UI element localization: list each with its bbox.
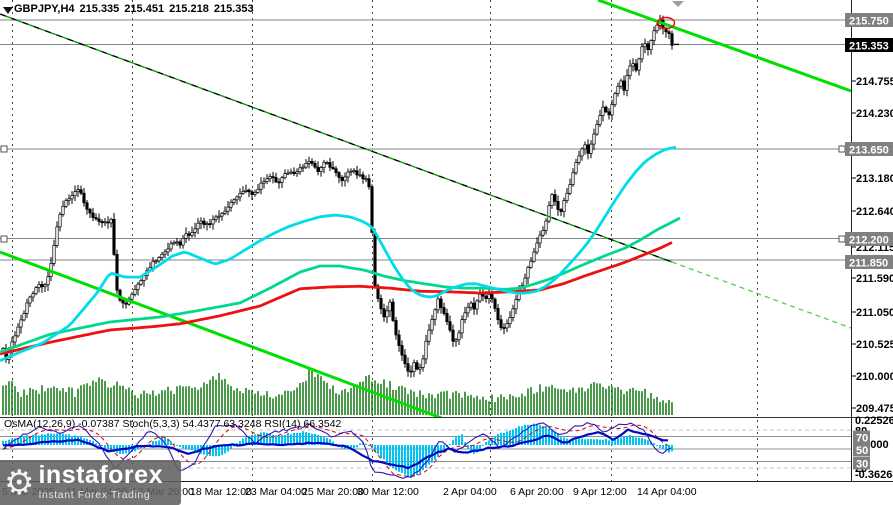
price-badge-label: 213.650 [849, 145, 889, 157]
price-line-badge [845, 232, 893, 246]
high-value: 215.451 [124, 3, 165, 15]
instaforex-gear-icon: ⚙ [4, 463, 35, 502]
line-handle [0, 145, 8, 153]
gray-triangle-marker [672, 1, 684, 7]
chart-marks [656, 1, 684, 30]
price-line-badge [845, 142, 893, 156]
indicator-values-readout: OsMA(12,26,9) -0.07387 Stoch(5,3,3) 54.4… [4, 418, 342, 430]
panel-badge-label: 50 [856, 445, 868, 457]
price-tick-label: 214.230 [856, 108, 893, 120]
price-badge-label: 211.850 [849, 258, 888, 270]
open-value: 215.335 [79, 3, 120, 15]
watermark-tagline: Instant Forex Trading [38, 488, 151, 501]
time-axis-label: 14 Apr 04:00 [637, 486, 697, 498]
osma-max-label: 0.22526 [855, 415, 893, 427]
symbol-ohlc-readout: GBPJPY,H4 215.335 215.451 215.218 215.353 [14, 3, 259, 15]
price-tick-label: 211.050 [856, 307, 893, 319]
low-value: 215.218 [169, 3, 209, 15]
osma-min-label: -0.36268 [855, 469, 893, 481]
ma-medium-green [0, 216, 681, 354]
price-tick-label: 214.755 [856, 76, 893, 88]
candles-layer [1, 14, 679, 378]
price-tick-label: 213.180 [856, 173, 893, 185]
panel-level-badge [853, 456, 870, 470]
panel-level-badge [853, 430, 870, 444]
symbol-label: GBPJPY,H4 [14, 3, 75, 15]
trendlines[interactable] [0, 0, 851, 419]
price-tick-label: 211.590 [856, 273, 893, 285]
osma-histogram [2, 423, 673, 478]
price-tick-label: 210.000 [856, 371, 893, 383]
ma-fast-cyan [0, 145, 677, 362]
line-handle [838, 235, 846, 243]
panel-level-badge [853, 443, 870, 456]
symbol-dropdown-arrow[interactable] [3, 7, 13, 14]
line-handle [0, 235, 8, 243]
price-line-badge [845, 255, 893, 269]
panel-badge-label: 30 [856, 459, 868, 471]
ma-slow-red [0, 241, 673, 356]
broker-watermark: ⚙ instaforex Instant Forex Trading [0, 460, 181, 505]
watermark-brand: instaforex [38, 461, 163, 490]
price-badge-label: 215.353 [849, 41, 889, 53]
red-circle-annotation [656, 16, 676, 30]
time-axis-label: 30 Mar 12:00 [357, 486, 419, 498]
grid-lines [12, 0, 758, 481]
time-axis-label: 23 Mar 04:00 [245, 486, 307, 498]
price-tick-label: 212.640 [856, 206, 893, 218]
time-axis-label: 2 Apr 04:00 [443, 486, 497, 498]
price-tick-label: 209.475 [856, 403, 893, 415]
price-badge-label: 212.200 [849, 235, 889, 247]
close-value: 215.353 [213, 3, 254, 15]
line-handle [838, 145, 846, 153]
volume-histogram [2, 368, 673, 415]
horizontal-price-lines [0, 19, 851, 261]
price-axis[interactable]: 214.755214.230213.180212.640212.115211.5… [0, 13, 893, 415]
panel-badge-label: 70 [856, 433, 868, 445]
time-axis-label: 18 Mar 12:00 [190, 486, 252, 498]
current-price-badge [845, 38, 893, 52]
stoch-signal-line [2, 424, 669, 477]
time-axis-label: 6 Apr 20:00 [510, 486, 564, 498]
price-tick-label: 210.525 [856, 339, 893, 351]
rsi-line [2, 428, 668, 470]
price-line-badge [845, 13, 893, 27]
time-axis-label: 9 Apr 12:00 [573, 486, 627, 498]
time-axis-label: 25 Mar 20:00 [302, 486, 364, 498]
price-badge-label: 215.750 [849, 16, 889, 28]
